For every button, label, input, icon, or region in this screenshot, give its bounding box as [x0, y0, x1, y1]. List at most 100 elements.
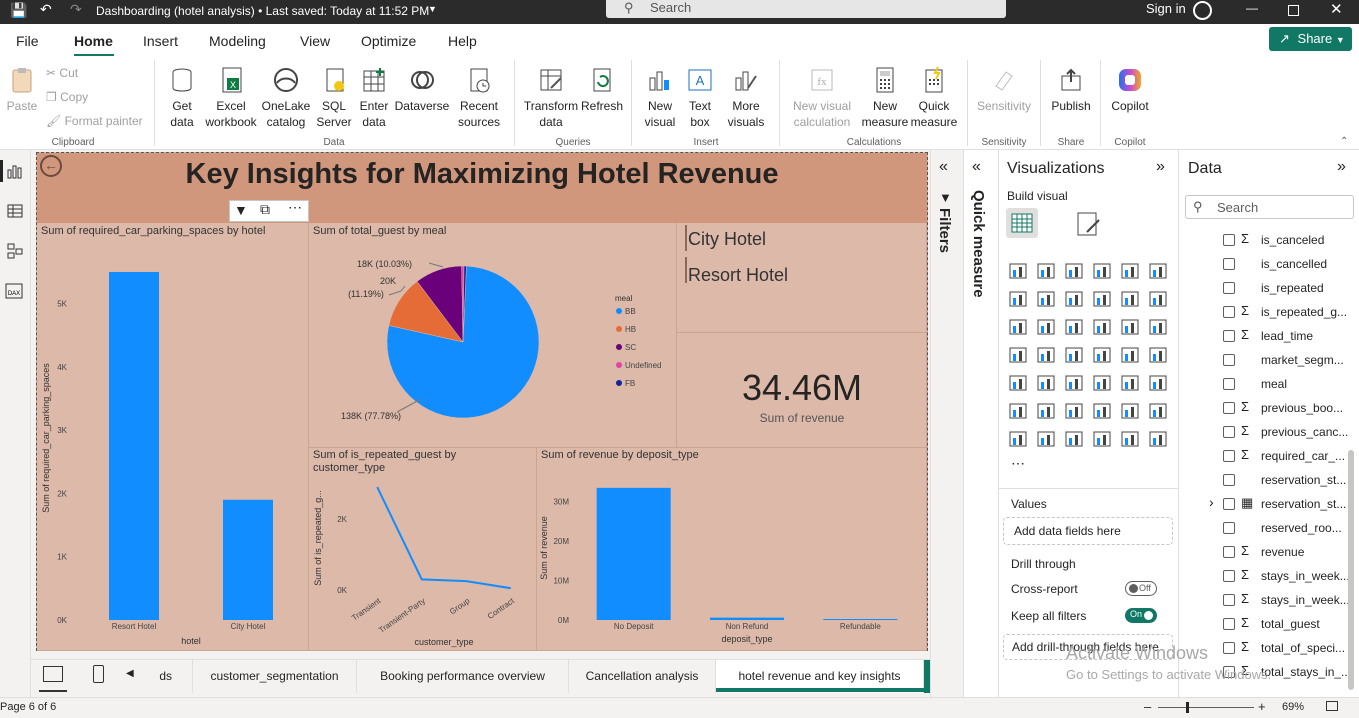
table-view-icon[interactable]: [7, 203, 23, 219]
more-visuals-ellipsis-icon[interactable]: ⋯: [1011, 455, 1025, 471]
fit-to-page-icon[interactable]: [1326, 701, 1338, 711]
expand-icon[interactable]: «: [939, 158, 948, 175]
new-visual-button[interactable]: New visual: [640, 66, 680, 130]
zoom-in-icon[interactable]: +: [1258, 699, 1266, 714]
sign-in-link[interactable]: Sign in: [1146, 1, 1186, 16]
values-drop-zone[interactable]: Add data fields here: [1003, 517, 1173, 545]
field-item[interactable]: is_repeated: [1223, 278, 1358, 302]
repeated-guest-line-chart[interactable]: Sum of is_repeated_guest by customer_typ…: [309, 448, 537, 651]
field-checkbox[interactable]: [1223, 474, 1235, 486]
paginated-report-icon[interactable]: [1009, 430, 1027, 448]
tab-view[interactable]: View: [300, 33, 331, 49]
format-painter-button[interactable]: 🖌 Format painter: [46, 113, 143, 129]
refresh-button[interactable]: Refresh: [580, 66, 624, 114]
matrix-icon[interactable]: [1121, 374, 1139, 392]
cut-button[interactable]: ✂ Cut: [46, 65, 78, 81]
onelake-catalog-button[interactable]: OneLake catalog: [260, 66, 312, 130]
field-checkbox[interactable]: [1223, 234, 1235, 246]
dax-query-view-icon[interactable]: DAX: [5, 283, 25, 299]
more-options-icon[interactable]: ⋯: [288, 199, 302, 215]
funnel-icon[interactable]: [1065, 318, 1083, 336]
field-item[interactable]: market_segm...: [1223, 350, 1358, 374]
tab-help[interactable]: Help: [448, 33, 477, 49]
tab-file[interactable]: File: [16, 33, 39, 49]
data-search-input[interactable]: ⚲ Search: [1185, 195, 1354, 219]
treemap-icon[interactable]: [1009, 346, 1027, 364]
narrative-icon[interactable]: [1121, 402, 1139, 420]
collapse-ribbon-icon[interactable]: ⌃: [1340, 136, 1349, 147]
key-influencers-icon[interactable]: [1037, 402, 1055, 420]
field-item[interactable]: meal: [1223, 374, 1358, 398]
field-checkbox[interactable]: [1223, 546, 1235, 558]
revenue-deposit-bar-chart[interactable]: Sum of revenue by deposit_type 0M 10M 20M 3…: [537, 448, 927, 651]
field-checkbox[interactable]: [1223, 522, 1235, 534]
field-checkbox[interactable]: [1223, 666, 1235, 678]
more-visuals-button[interactable]: More visuals: [722, 66, 770, 130]
field-checkbox[interactable]: [1223, 426, 1235, 438]
undo-icon[interactable]: ↶: [40, 1, 52, 17]
dataverse-button[interactable]: Dataverse: [394, 66, 450, 114]
r-visual-icon[interactable]: [1149, 374, 1167, 392]
card-icon[interactable]: [1149, 346, 1167, 364]
field-checkbox[interactable]: [1223, 258, 1235, 270]
azure-map-icon[interactable]: [1093, 346, 1111, 364]
quick-measure-pane-collapsed[interactable]: « Quick measure: [963, 150, 998, 698]
desktop-view-icon[interactable]: [43, 666, 63, 682]
report-view-icon[interactable]: [7, 163, 23, 179]
field-checkbox[interactable]: [1223, 450, 1235, 462]
100-stacked-bar-icon[interactable]: [1121, 262, 1139, 280]
transform-data-button[interactable]: Transform data: [522, 66, 580, 130]
tab-modeling[interactable]: Modeling: [209, 33, 266, 49]
area-icon[interactable]: [1037, 290, 1055, 308]
collapse-icon[interactable]: «: [972, 158, 981, 175]
chevron-left-icon[interactable]: ◀: [126, 668, 134, 679]
field-checkbox[interactable]: [1223, 642, 1235, 654]
filters-pane-collapsed[interactable]: « ▼ Filters: [930, 150, 963, 698]
field-checkbox[interactable]: [1223, 498, 1235, 510]
slicer-item-city-hotel[interactable]: City Hotel: [688, 229, 767, 249]
focus-mode-icon[interactable]: ⧉: [260, 201, 270, 217]
chevron-right-icon[interactable]: ›: [1209, 494, 1214, 510]
tab-cancellation-analysis[interactable]: Cancellation analysis: [569, 660, 716, 693]
chevron-down-icon[interactable]: ▼: [428, 4, 437, 14]
search-box[interactable]: ⚲ Search: [606, 0, 1006, 18]
field-checkbox[interactable]: [1223, 354, 1235, 366]
slicer-item-resort-hotel[interactable]: Resort Hotel: [688, 265, 789, 285]
restore-icon[interactable]: [1288, 5, 1299, 16]
qa-icon[interactable]: [1093, 402, 1111, 420]
gauge-icon[interactable]: [1121, 346, 1139, 364]
field-item[interactable]: reserved_roo...: [1223, 518, 1358, 542]
scatter-icon[interactable]: [1093, 318, 1111, 336]
expand-icon[interactable]: »: [1337, 158, 1346, 175]
tab-optimize[interactable]: Optimize: [361, 33, 417, 49]
parking-bar-chart[interactable]: Sum of required_car_parking_spaces by ho…: [37, 223, 309, 651]
revenue-card[interactable]: 34.46M Sum of revenue: [677, 333, 927, 448]
zoom-slider-thumb[interactable]: [1186, 702, 1189, 713]
filter-icon[interactable]: ▼: [234, 202, 248, 218]
100-stacked-column-icon[interactable]: [1149, 262, 1167, 280]
zoom-out-icon[interactable]: –: [1144, 699, 1152, 714]
save-icon[interactable]: 💾: [10, 2, 28, 18]
ribbon-icon[interactable]: [1009, 318, 1027, 336]
expand-icon[interactable]: »: [1156, 158, 1165, 175]
line-clustered-column-icon[interactable]: [1149, 290, 1167, 308]
copy-button[interactable]: ❐ Copy: [46, 89, 88, 105]
field-checkbox[interactable]: [1223, 594, 1235, 606]
power-apps-icon[interactable]: [1037, 430, 1055, 448]
kpi-icon[interactable]: [1037, 374, 1055, 392]
mobile-view-icon[interactable]: [93, 665, 104, 683]
field-checkbox[interactable]: [1223, 378, 1235, 390]
drill-through-drop-zone[interactable]: Add drill-through fields here: [1003, 634, 1173, 660]
field-item[interactable]: ▦ reservation_st... ›: [1209, 494, 1358, 518]
tab-previous-page[interactable]: ds: [143, 660, 193, 693]
keep-filters-toggle[interactable]: On: [1125, 608, 1157, 623]
field-item[interactable]: reservation_st...: [1223, 470, 1358, 494]
field-checkbox[interactable]: [1223, 402, 1235, 414]
